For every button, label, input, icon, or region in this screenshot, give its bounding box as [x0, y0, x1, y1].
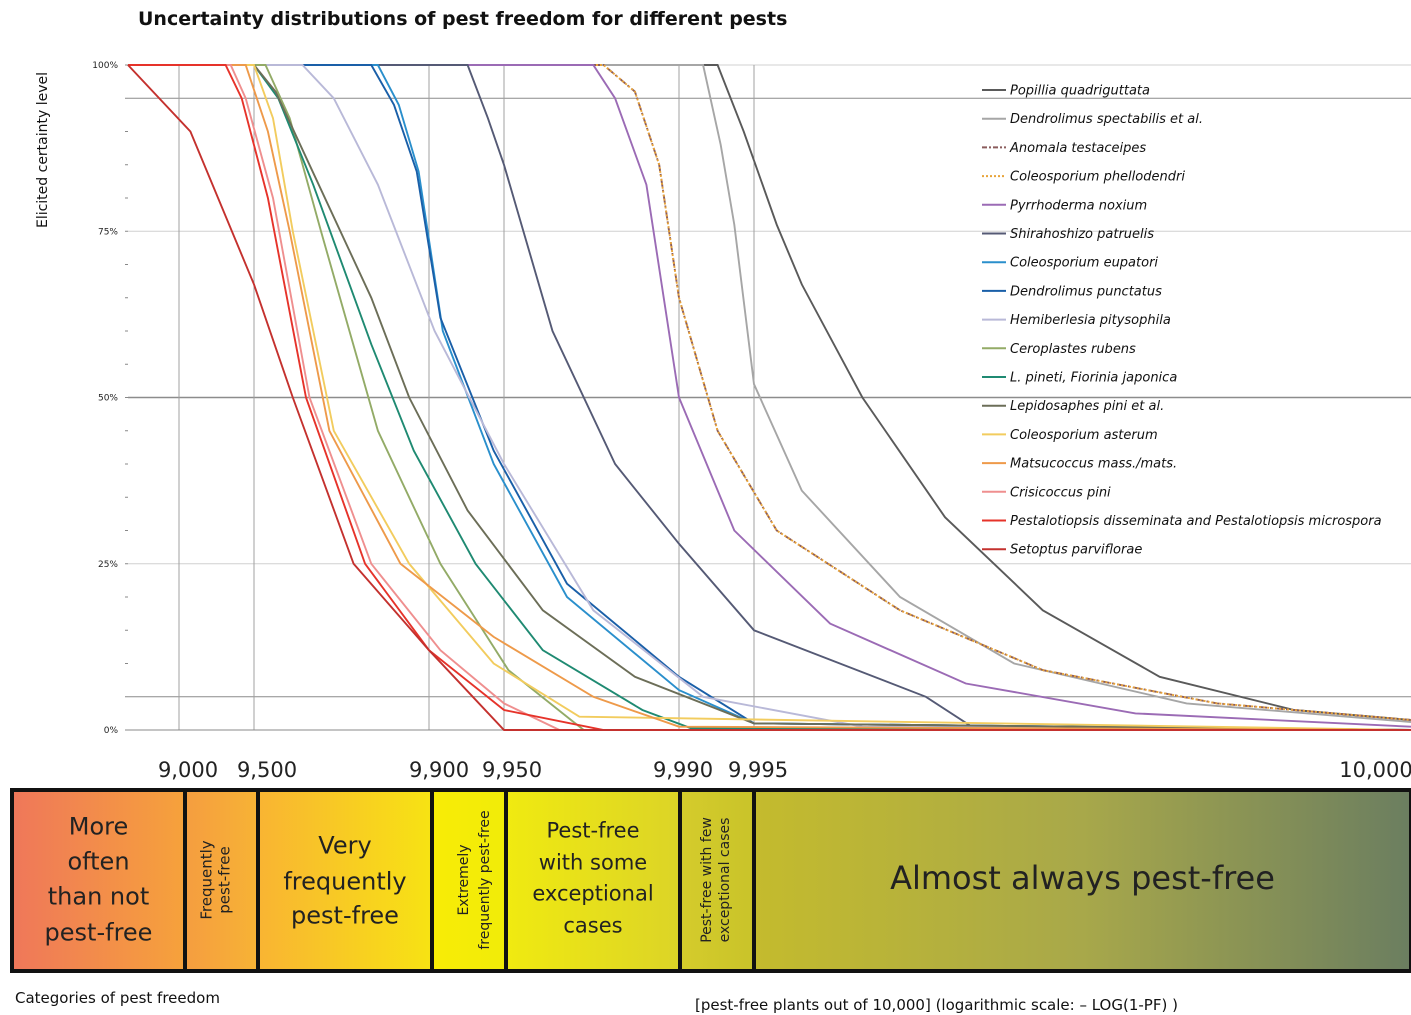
x-tick-label: 9,990	[653, 758, 713, 782]
pest-freedom-category-bar: More often than not pest-free Frequently pest…	[10, 788, 1411, 973]
category-label: Extremely	[456, 844, 472, 915]
y-tick-label: 50%	[98, 394, 118, 404]
legend-entry: Ceroplastes rubens	[1010, 342, 1136, 357]
legend-entry: Anomala testaceipes	[1009, 141, 1146, 156]
category-label: frequently pest-free	[477, 810, 493, 949]
series-line	[128, 64, 1411, 731]
legend-entry: Setoptus parviflorae	[1010, 543, 1142, 558]
grid	[125, 64, 1411, 731]
legend-entry: Matsucoccus mass./mats.	[1010, 457, 1177, 472]
series-line	[128, 64, 1411, 731]
series-line	[128, 64, 1411, 731]
category-box	[430, 788, 508, 973]
x-tick-label: 9,900	[409, 758, 469, 782]
series-line	[128, 64, 1411, 721]
chart-title: Uncertainty distributions of pest freedo…	[138, 8, 787, 30]
y-tick-label: 75%	[98, 227, 118, 237]
x-tick-label: 9,000	[158, 758, 218, 782]
y-tick-label: 25%	[98, 560, 118, 570]
category-label: exceptional cases	[717, 818, 733, 943]
legend-entry: Pestalotiopsis disseminata and Pestaloti…	[1010, 514, 1382, 529]
x-tick-label: 9,500	[237, 758, 297, 782]
category-label: Very frequently pest-free	[283, 831, 406, 929]
x-tick-label: 9,995	[728, 758, 788, 782]
x-tick-labels: 9,000 9,500 9,900 9,950 9,990 9,995 10,000	[158, 758, 1411, 782]
series-line	[128, 64, 1411, 731]
x-tick-label: 10,000	[1339, 758, 1411, 782]
x-tick-label: 9,950	[482, 758, 542, 782]
category-box	[10, 788, 187, 973]
legend-entry: Dendrolimus spectabilis et al.	[1010, 112, 1203, 127]
legend-entry: Pyrrhoderma noxium	[1010, 198, 1147, 213]
series-lines	[127, 64, 1411, 731]
legend-entry: Dendrolimus punctatus	[1010, 284, 1162, 299]
category-box	[752, 788, 1411, 973]
category-box	[256, 788, 434, 973]
category-label: Pest-free with some exceptional cases	[532, 818, 653, 937]
series-line	[128, 64, 1411, 731]
series-line	[127, 64, 1411, 731]
y-axis-label: Elicited certainty level	[35, 72, 51, 228]
category-label: Frequently	[197, 840, 215, 919]
y-tick-labels: 0% 25% 50% 75% 100%	[92, 61, 118, 736]
category-label: Pest-free with few	[699, 817, 715, 943]
category-box	[183, 788, 260, 973]
category-label: pest-free	[215, 846, 233, 913]
y-tick-label: 0%	[104, 726, 119, 736]
legend-entry: Lepidosaphes pini et al.	[1010, 399, 1164, 414]
x-axis-note: [pest-free plants out of 10,000] (logari…	[695, 996, 1178, 1014]
series-line	[128, 64, 1411, 731]
series-line	[128, 64, 1411, 721]
category-box	[678, 788, 756, 973]
series-line	[128, 64, 1411, 731]
legend-entry: Popillia quadriguttata	[1010, 84, 1150, 99]
legend-entry: Hemiberlesia pitysophila	[1010, 313, 1171, 328]
y-tick-label: 100%	[92, 61, 118, 71]
legend-entry: Coleosporium eupatori	[1010, 256, 1158, 271]
legend-entry: Shirahoshizo patruelis	[1010, 227, 1154, 242]
legend-entry: Crisicoccus pini	[1010, 485, 1111, 500]
series-line	[128, 64, 1411, 731]
categories-caption: Categories of pest freedom	[15, 989, 220, 1007]
legend-entry: Coleosporium asterum	[1010, 428, 1158, 443]
series-line	[128, 64, 1411, 728]
series-line	[128, 64, 1411, 723]
legend-entry: L. pineti, Fiorinia japonica	[1010, 371, 1177, 386]
category-label: Almost always pest-free	[890, 859, 1275, 897]
legend: Popillia quadriguttata Dendrolimus specta…	[982, 84, 1382, 558]
category-box	[504, 788, 682, 973]
legend-entry: Coleosporium phellodendri	[1010, 170, 1185, 185]
category-label: More often than not pest-free	[45, 812, 153, 946]
series-line	[128, 64, 1411, 721]
